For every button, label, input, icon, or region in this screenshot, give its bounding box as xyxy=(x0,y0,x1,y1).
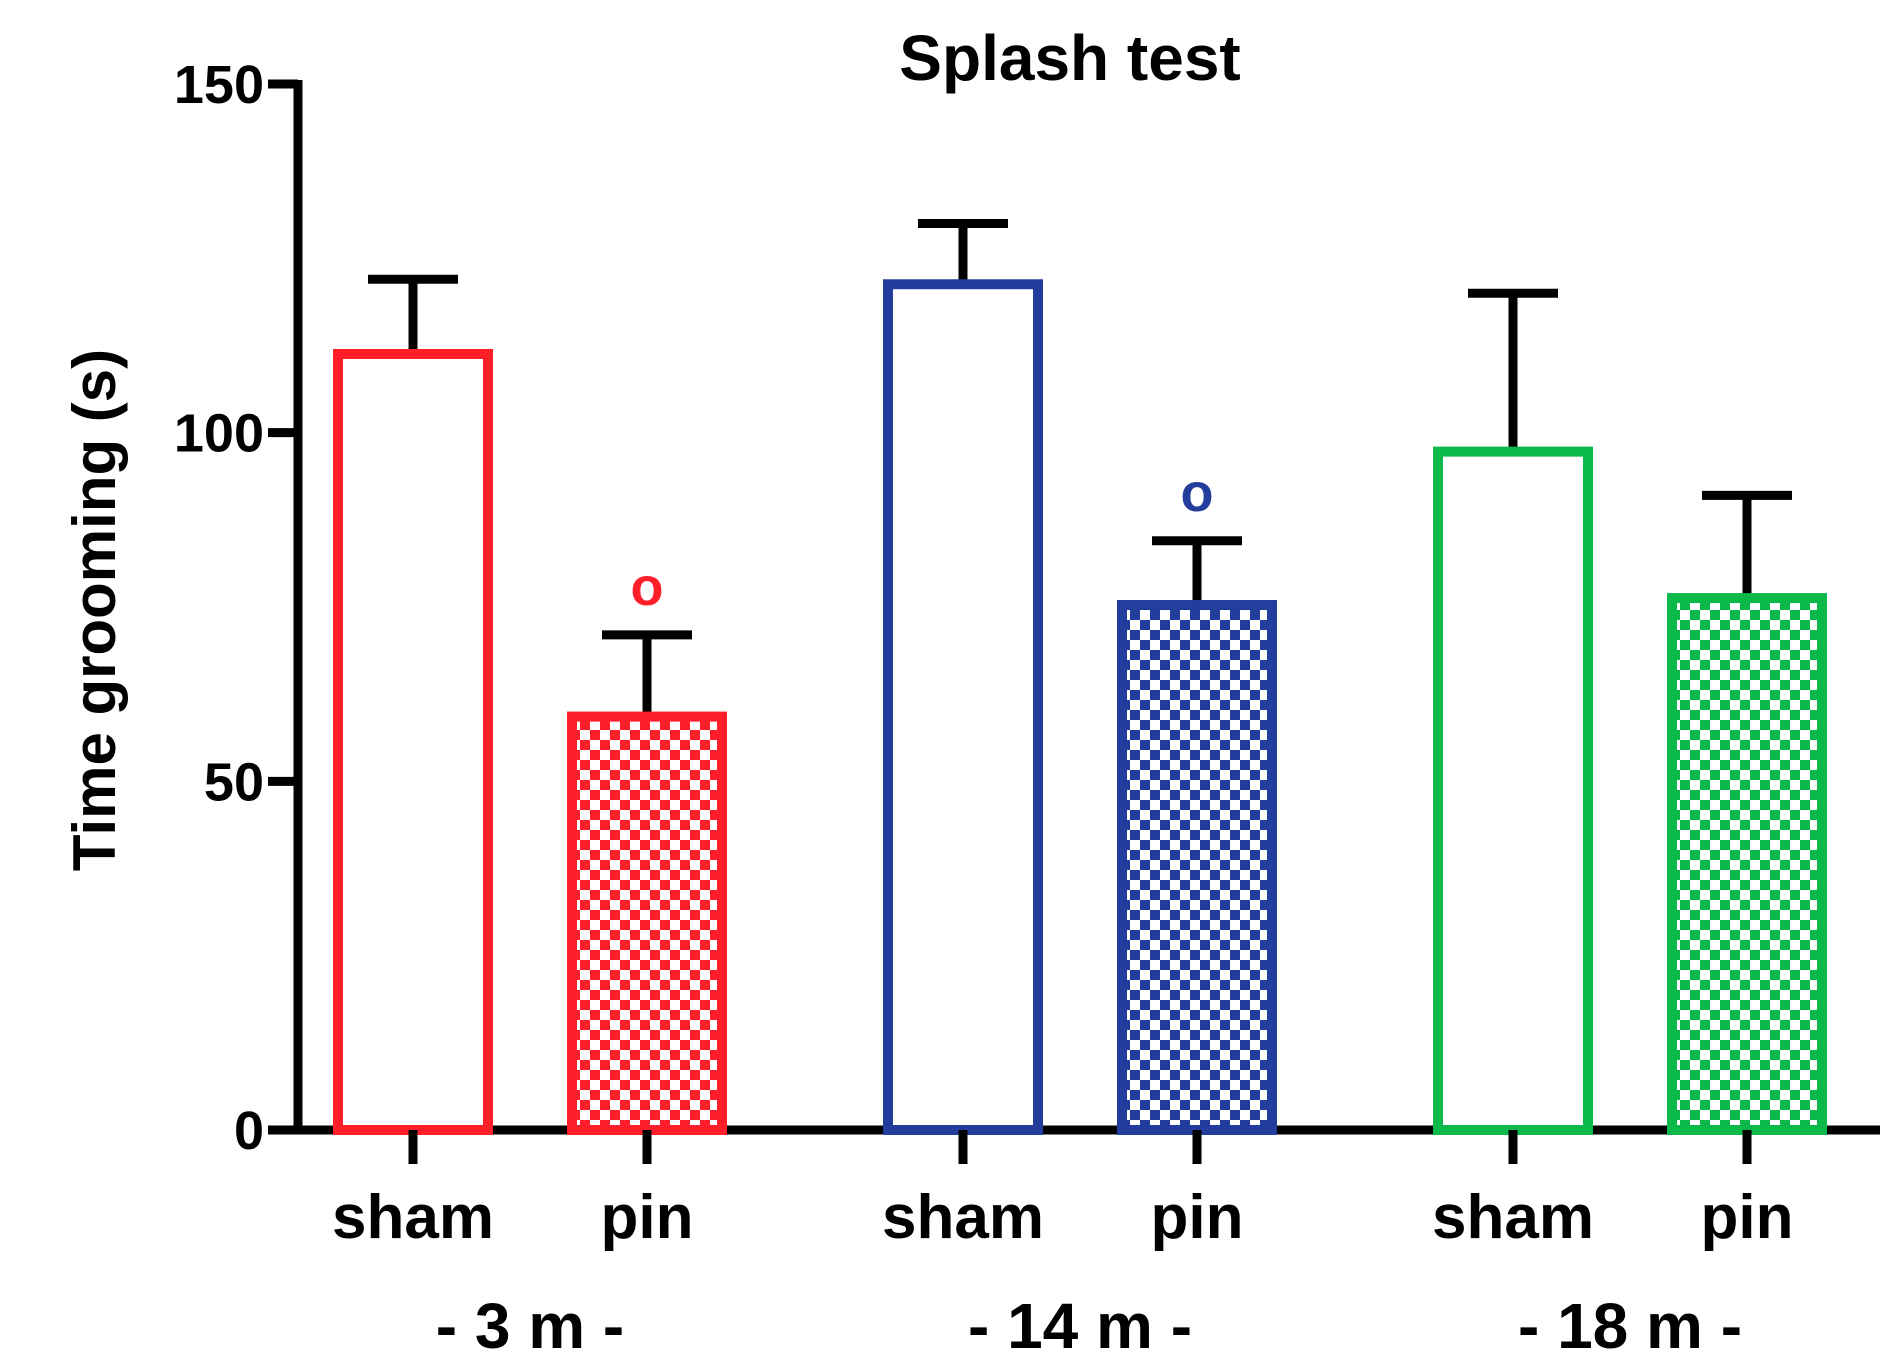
y-tick-label: 150 xyxy=(174,55,264,115)
x-category-label: pin xyxy=(601,1183,694,1252)
y-tick-label: 100 xyxy=(174,404,264,464)
significance-marker: o xyxy=(1181,463,1214,523)
bar-14m-sham xyxy=(883,279,1043,1135)
bar-18m-pin xyxy=(1667,593,1827,1135)
x-category-label: sham xyxy=(882,1183,1044,1252)
x-category-label: pin xyxy=(1151,1183,1244,1252)
group-label: - 18 m - xyxy=(1518,1290,1742,1359)
y-tick-label: 0 xyxy=(234,1101,264,1161)
bar-14m-pin xyxy=(1117,600,1277,1135)
x-category-label: sham xyxy=(332,1183,494,1252)
x-category-label: pin xyxy=(1701,1183,1794,1252)
bar-3m-pin xyxy=(567,711,727,1135)
significance-marker: o xyxy=(631,557,664,617)
bar-3m-sham xyxy=(333,348,493,1135)
y-tick-label: 50 xyxy=(204,752,264,812)
chart-title: Splash test xyxy=(899,22,1240,94)
group-label: - 14 m - xyxy=(968,1290,1192,1359)
group-label: - 3 m - xyxy=(436,1290,624,1359)
y-axis-label: Time grooming (s) xyxy=(61,349,128,871)
x-category-label: sham xyxy=(1432,1183,1594,1252)
bar-18m-sham xyxy=(1433,446,1593,1135)
plot-area: 0 50 100 150 sham pin o - 3 m - sham pin o - 14 m -… xyxy=(174,55,1880,1359)
